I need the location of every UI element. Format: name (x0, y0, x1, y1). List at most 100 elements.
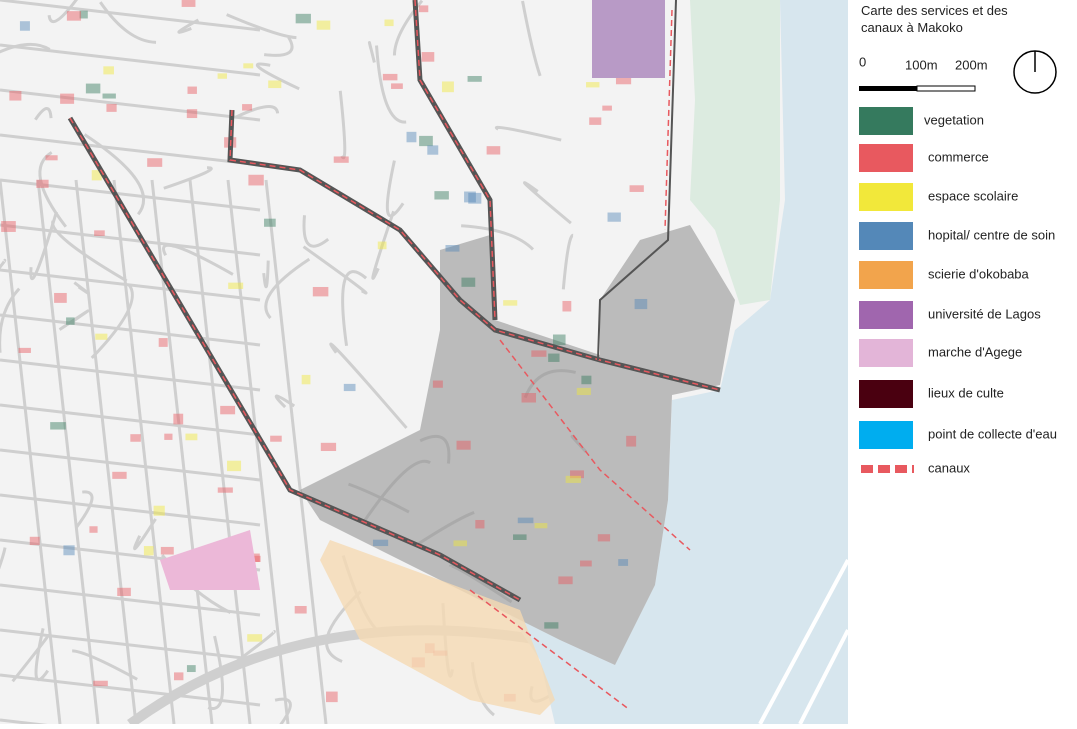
block (243, 63, 254, 69)
block (89, 526, 98, 533)
legend-label: vegetation (924, 112, 984, 127)
block (548, 353, 560, 362)
legend-swatch (859, 339, 913, 367)
block (94, 230, 105, 236)
street (0, 358, 261, 392)
block (60, 93, 75, 104)
block (418, 5, 429, 13)
block (54, 292, 67, 303)
street (375, 45, 407, 124)
scale-bar (916, 85, 976, 92)
legend-label: canaux (928, 460, 970, 475)
legend-label: point de collecte d'eau (928, 426, 1057, 441)
street (0, 223, 261, 257)
block (36, 179, 49, 188)
legend-label: scierie d'okobaba (928, 266, 1030, 281)
street (521, 0, 542, 77)
block (102, 93, 116, 99)
block (185, 433, 198, 441)
legend: 0 100m 200m vegetation commerce espace sco… (859, 50, 1057, 475)
street (75, 490, 94, 529)
street (0, 547, 7, 570)
block (103, 66, 114, 75)
block (461, 277, 476, 287)
block (589, 117, 602, 125)
block (143, 546, 154, 556)
street (51, 220, 128, 283)
bridge (758, 559, 848, 724)
block (427, 145, 439, 155)
street (341, 270, 368, 346)
legend-swatch (859, 144, 913, 172)
legend-label: marche d'Agege (928, 344, 1022, 359)
street (523, 181, 572, 225)
block (217, 487, 233, 493)
street (188, 179, 252, 724)
street (34, 628, 50, 682)
block (626, 435, 637, 447)
block (264, 218, 276, 227)
block (295, 13, 311, 24)
street (0, 43, 261, 77)
market-zone (160, 530, 260, 590)
block (247, 634, 263, 642)
street (0, 178, 261, 212)
block (186, 665, 196, 673)
block (558, 576, 573, 585)
legend-label: commerce (928, 149, 989, 164)
street (329, 342, 408, 429)
street (207, 635, 224, 711)
street (367, 41, 376, 63)
legend-title: Carte des services et des canaux à Makok… (861, 3, 1008, 35)
legend-label: lieux de culte (928, 385, 1004, 400)
block (513, 534, 527, 540)
block (147, 158, 163, 167)
block (294, 605, 307, 614)
block (66, 11, 82, 21)
block (475, 519, 485, 529)
block (66, 317, 75, 325)
scale-label: 0 (859, 54, 866, 69)
street (0, 0, 261, 32)
block (486, 146, 501, 155)
block (384, 19, 394, 27)
canals (67, 0, 721, 711)
block (441, 81, 454, 93)
block (117, 587, 131, 597)
street (0, 268, 261, 302)
block (173, 413, 184, 425)
block (130, 434, 141, 442)
block (534, 523, 548, 529)
legend-label: hopital/ centre de soin (928, 227, 1055, 242)
block (581, 375, 592, 385)
street (255, 62, 300, 91)
block (565, 475, 581, 483)
street (163, 166, 213, 190)
block (531, 350, 547, 357)
block (220, 405, 236, 415)
street (0, 88, 261, 122)
block (217, 73, 227, 79)
block (187, 86, 197, 94)
block (503, 300, 518, 306)
block (95, 333, 108, 340)
block (85, 83, 101, 94)
block (186, 109, 198, 119)
block (406, 131, 417, 143)
block (160, 546, 174, 555)
block (242, 104, 253, 111)
block (343, 383, 356, 392)
legend-swatch (859, 380, 913, 408)
legend-swatch (859, 421, 913, 449)
street (385, 160, 405, 218)
legend-label: université de Lagos (928, 306, 1041, 321)
street (264, 257, 311, 320)
block (112, 471, 127, 479)
street (302, 215, 330, 248)
block (607, 212, 621, 222)
block (634, 298, 648, 310)
legend-label: espace scolaire (928, 188, 1018, 203)
street (0, 403, 261, 437)
settlement (300, 225, 735, 665)
street (0, 628, 261, 662)
